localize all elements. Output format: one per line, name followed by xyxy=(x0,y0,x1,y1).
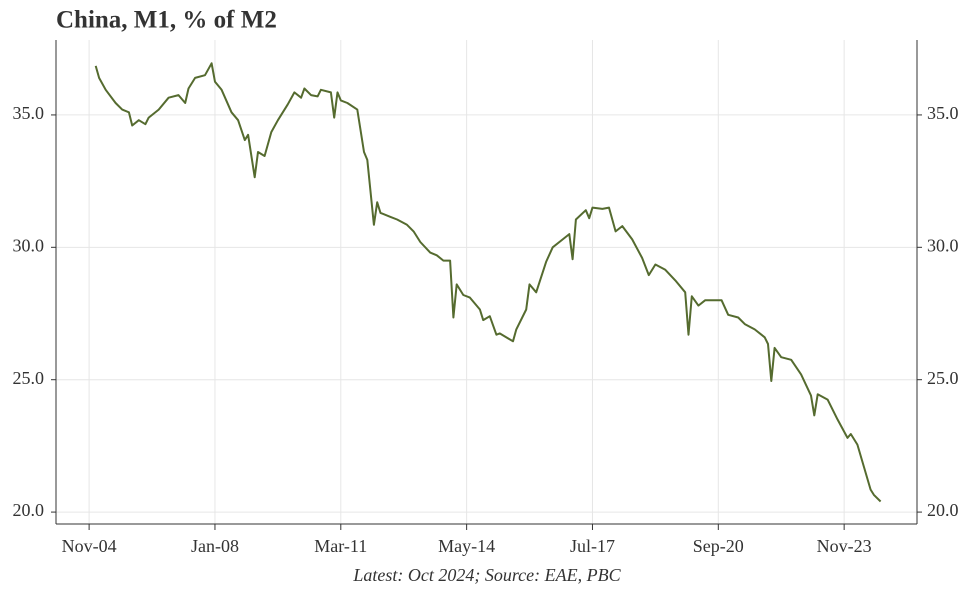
x-tick-label: Nov-04 xyxy=(62,536,117,556)
y-tick-label: 25.0 xyxy=(13,368,45,388)
y2-tick-label: 35.0 xyxy=(927,103,959,123)
source-note: Latest: Oct 2024; Source: EAE, PBC xyxy=(352,565,621,585)
y-tick-label: 35.0 xyxy=(13,103,45,123)
y2-tick-label: 30.0 xyxy=(927,235,959,255)
x-tick-label: Sep-20 xyxy=(693,536,744,556)
chart-title: China, M1, % of M2 xyxy=(56,7,277,34)
x-tick-label: Mar-11 xyxy=(314,536,367,556)
x-tick-label: Jul-17 xyxy=(570,536,615,556)
y2-tick-label: 20.0 xyxy=(927,500,959,520)
y-tick-label: 30.0 xyxy=(13,235,45,255)
x-tick-label: May-14 xyxy=(438,536,495,556)
y2-tick-label: 25.0 xyxy=(927,368,959,388)
y-tick-label: 20.0 xyxy=(13,500,45,520)
x-tick-label: Jan-08 xyxy=(191,536,239,556)
data-line xyxy=(94,62,882,503)
x-tick-label: Nov-23 xyxy=(817,536,872,556)
